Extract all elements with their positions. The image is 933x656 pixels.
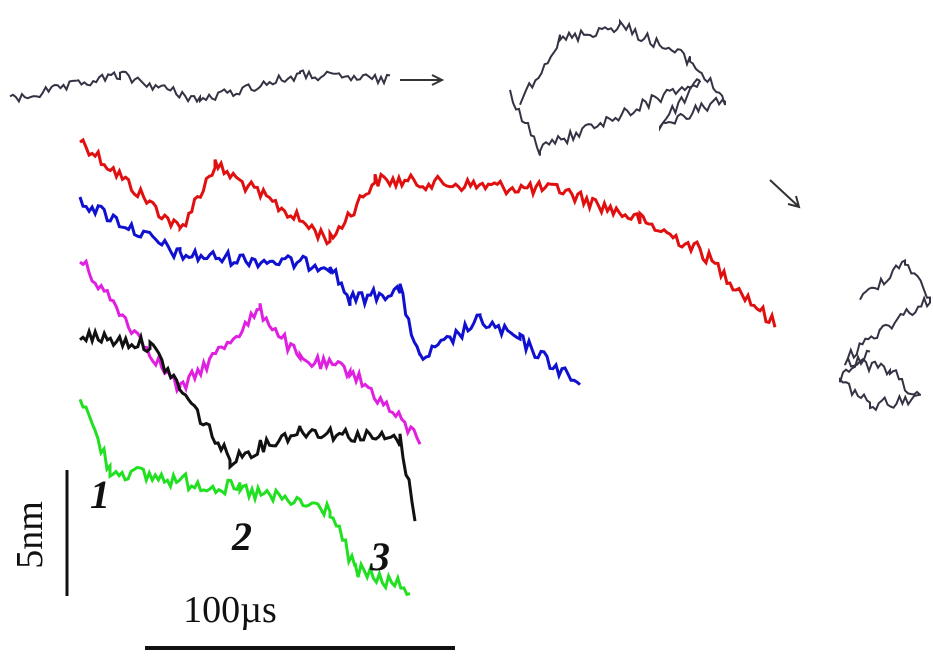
blue-trace [78, 196, 581, 386]
magenta-trace [79, 258, 422, 445]
green-trace [78, 398, 411, 597]
stage-label: 1 [90, 472, 110, 517]
conformation-trace [509, 18, 726, 156]
arrow [769, 179, 801, 209]
stage-label: 2 [231, 514, 252, 559]
traces [9, 18, 931, 597]
stage-label: 3 [369, 534, 390, 579]
conformation-trace [9, 69, 391, 104]
red-trace [79, 137, 777, 328]
black-trace [79, 326, 417, 522]
arrow [400, 74, 445, 86]
vertical-scale-label: 5nm [9, 501, 51, 569]
horizontal-scale-label: 100µs [183, 589, 277, 631]
conformation-trace [839, 258, 931, 412]
